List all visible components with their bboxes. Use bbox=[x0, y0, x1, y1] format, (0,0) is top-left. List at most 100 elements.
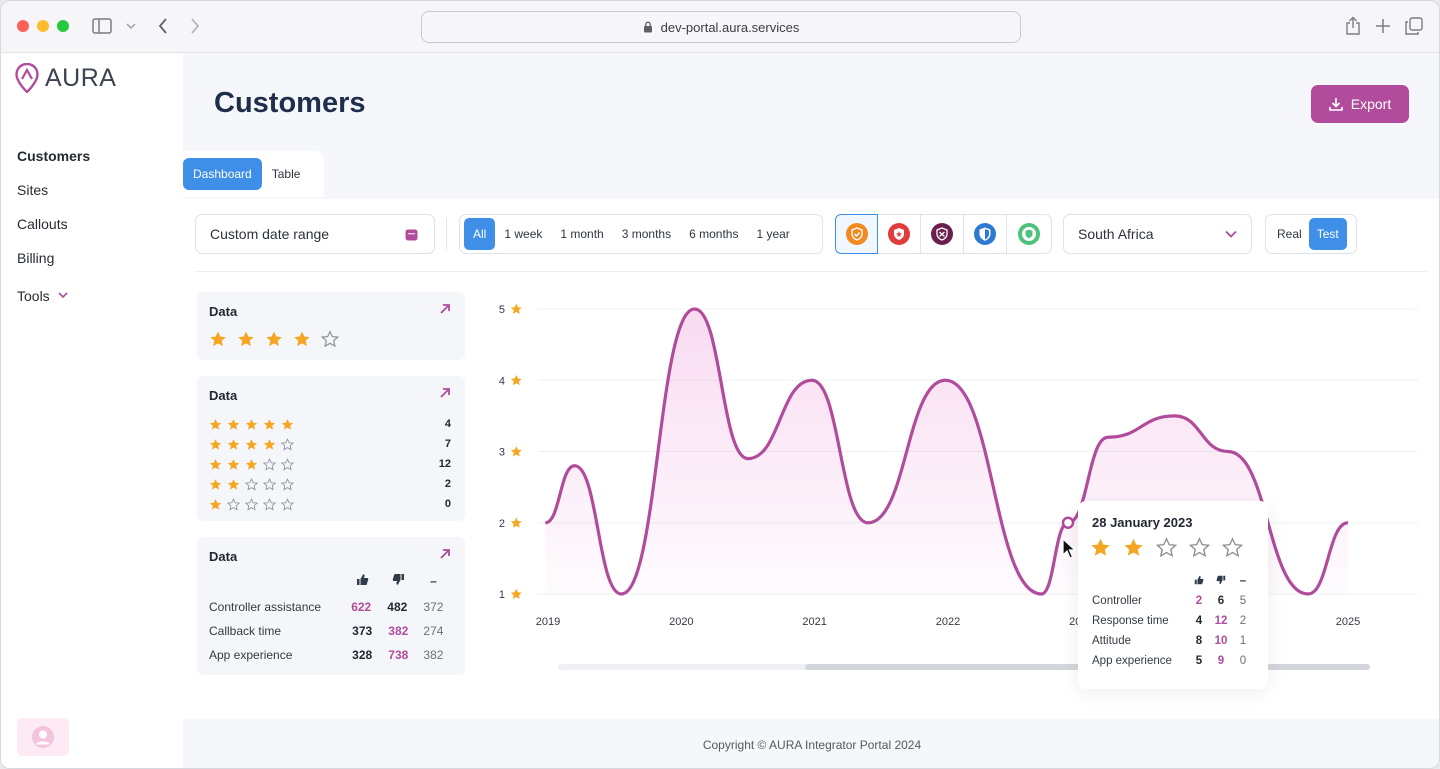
tooltip-label: Attitude bbox=[1092, 635, 1131, 647]
user-icon bbox=[32, 726, 54, 748]
star-empty-icon bbox=[263, 457, 276, 470]
breakdown-stars bbox=[209, 437, 294, 451]
back-icon[interactable] bbox=[155, 15, 171, 37]
card-title: Data bbox=[209, 388, 238, 403]
sidebar-item-tools[interactable]: Tools bbox=[17, 279, 90, 313]
star-empty-icon bbox=[281, 477, 294, 490]
feedback-down: 482 bbox=[387, 600, 408, 614]
star-empty-icon bbox=[281, 437, 294, 450]
breakdown-stars bbox=[209, 418, 294, 431]
sidebar-item-billing[interactable]: Billing bbox=[17, 241, 90, 275]
sidebar-item-label: Tools bbox=[17, 288, 50, 304]
sidebar-item-callouts[interactable]: Callouts bbox=[17, 207, 90, 241]
country-select[interactable]: South Africa bbox=[1063, 214, 1252, 254]
dashboard-panel: Custom date range All 1 week 1 month 3 m… bbox=[183, 199, 1439, 719]
star-filled-icon bbox=[227, 438, 240, 450]
star-filled-icon bbox=[245, 458, 258, 470]
range-6-months[interactable]: 6 months bbox=[689, 227, 739, 241]
address-bar[interactable]: dev-portal.aura.services bbox=[421, 11, 1021, 43]
minimize-window-button[interactable] bbox=[37, 20, 49, 32]
sidebar-item-label: Sites bbox=[17, 182, 49, 198]
download-icon bbox=[1328, 98, 1343, 111]
star-filled-icon bbox=[227, 418, 240, 430]
tabs-overview-icon[interactable] bbox=[1403, 15, 1425, 37]
sidebar-item-customers[interactable]: Customers bbox=[17, 139, 90, 173]
new-tab-icon[interactable] bbox=[1373, 15, 1393, 37]
provider-filter bbox=[835, 214, 1052, 254]
orange-shield-icon bbox=[845, 223, 868, 245]
star-filled-icon bbox=[209, 478, 222, 490]
view-tabs: Dashboard Table bbox=[183, 151, 325, 197]
neutral-icon: – bbox=[1239, 575, 1247, 587]
provider-green-shield[interactable] bbox=[1007, 215, 1050, 253]
x-tick-label: 2019 bbox=[536, 616, 560, 628]
star-empty-icon bbox=[1222, 537, 1243, 558]
y-tick-star-icon bbox=[510, 517, 522, 528]
feedback-down: 382 bbox=[388, 624, 409, 638]
star-filled-icon bbox=[263, 418, 276, 430]
tab-table[interactable]: Table bbox=[262, 158, 311, 190]
tooltip-neutral: 1 bbox=[1239, 635, 1247, 647]
aura-logo[interactable]: AURA bbox=[15, 63, 116, 93]
star-filled-icon bbox=[294, 331, 310, 347]
card-title: Data bbox=[209, 304, 238, 319]
page-title: Customers bbox=[214, 87, 366, 119]
user-avatar[interactable] bbox=[17, 718, 69, 756]
range-1-year[interactable]: 1 year bbox=[756, 227, 790, 241]
star-filled-icon bbox=[1124, 538, 1143, 556]
provider-purple-shield[interactable] bbox=[921, 215, 964, 253]
tab-dashboard[interactable]: Dashboard bbox=[183, 158, 262, 190]
expand-arrow-icon[interactable] bbox=[439, 547, 451, 563]
forward-icon[interactable] bbox=[187, 15, 203, 37]
star-empty-icon bbox=[321, 330, 339, 348]
expand-arrow-icon[interactable] bbox=[439, 386, 451, 402]
country-value: South Africa bbox=[1078, 226, 1154, 242]
range-all[interactable]: All bbox=[464, 218, 496, 250]
sidebar: AURA Customers Sites Callouts Billing To… bbox=[1, 53, 183, 768]
range-3-months[interactable]: 3 months bbox=[621, 227, 672, 241]
share-icon[interactable] bbox=[1343, 15, 1363, 37]
divider bbox=[195, 271, 1427, 272]
provider-red-shield[interactable] bbox=[878, 215, 921, 253]
thumbs-up-icon bbox=[1188, 575, 1210, 588]
range-1-month[interactable]: 1 month bbox=[560, 227, 604, 241]
feedback-neutral: 274 bbox=[423, 624, 444, 638]
feedback-card: Data – Controller assistance 622 482 372 bbox=[197, 537, 465, 675]
environment-toggle: Real Test bbox=[1265, 214, 1357, 254]
provider-blue-shield[interactable] bbox=[964, 215, 1007, 253]
star-filled-icon bbox=[209, 418, 222, 430]
expand-arrow-icon[interactable] bbox=[439, 302, 451, 318]
close-window-button[interactable] bbox=[17, 20, 29, 32]
star-empty-icon bbox=[281, 497, 294, 510]
zoom-window-button[interactable] bbox=[57, 20, 69, 32]
tab-label: Table bbox=[271, 167, 301, 181]
mode-test[interactable]: Test bbox=[1308, 218, 1347, 250]
sidebar-nav: Customers Sites Callouts Billing Tools bbox=[17, 139, 90, 313]
feedback-neutral: 382 bbox=[423, 648, 444, 662]
star-empty-icon bbox=[263, 477, 276, 490]
star-filled-icon bbox=[245, 438, 258, 450]
date-range-picker[interactable]: Custom date range bbox=[195, 214, 435, 254]
tooltip-down: 10 bbox=[1214, 635, 1228, 647]
x-tick-label: 2020 bbox=[669, 616, 693, 628]
export-button[interactable]: Export bbox=[1311, 85, 1409, 123]
range-1-week[interactable]: 1 week bbox=[504, 227, 543, 241]
tooltip-label: Response time bbox=[1092, 615, 1169, 627]
red-shield-icon bbox=[888, 223, 910, 245]
y-tick-label: 3 bbox=[499, 447, 505, 459]
sidebar-toggle-icon[interactable] bbox=[91, 15, 113, 37]
date-range-text: Custom date range bbox=[210, 226, 330, 242]
chevron-down-icon[interactable] bbox=[125, 15, 137, 37]
provider-orange-shield[interactable] bbox=[835, 214, 878, 254]
mode-real[interactable]: Real bbox=[1277, 227, 1302, 241]
feedback-up: 373 bbox=[352, 624, 373, 638]
footer: Copyright © AURA Integrator Portal 2024 bbox=[183, 719, 1439, 768]
star-filled-icon bbox=[238, 331, 254, 347]
thumbs-up-icon bbox=[344, 573, 381, 589]
feedback-neutral: 372 bbox=[423, 600, 444, 614]
tooltip-row: App experience 5 9 0 bbox=[1092, 651, 1254, 671]
sidebar-item-sites[interactable]: Sites bbox=[17, 173, 90, 207]
copyright-text: Copyright © AURA Integrator Portal 2024 bbox=[702, 737, 922, 752]
tooltip-stars bbox=[1090, 537, 1243, 558]
